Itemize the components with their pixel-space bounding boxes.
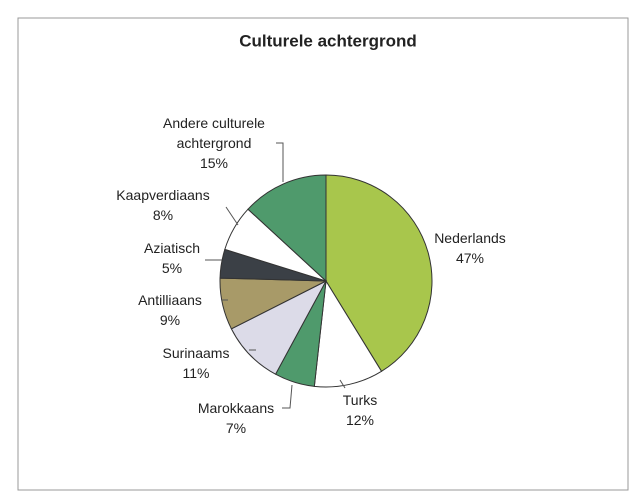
category-label: Turks [342,392,378,408]
slice-label: Aziatisch 5% [122,238,222,278]
pie-slice [247,174,327,283]
slice-label: Kaapverdiaans 8% [103,185,223,225]
pie-slice [325,174,433,372]
leader-line [282,384,293,409]
value-label: 5% [161,260,183,276]
pie-slice [313,279,383,388]
slice-label: Turks 12% [320,390,400,430]
value-label: 7% [225,420,247,436]
value-label: 47% [455,250,485,266]
category-label: Nederlands [434,230,506,246]
value-label: 15% [199,155,229,171]
value-label: 8% [152,207,174,223]
category-label: Antilliaans [138,292,202,308]
value-label: 12% [345,412,375,428]
chart-title: Culturele achtergrond [239,31,417,50]
category-label: Marokkaans [197,400,275,416]
slice-label: Andere culturele achtergrond 15% [144,113,284,173]
slice-label: Surinaams 11% [141,343,251,383]
category-label: Surinaams [162,345,230,361]
slice-label: Antilliaans 9% [115,290,225,330]
category-label: Kaapverdiaans [116,187,210,203]
leader-line [276,142,284,182]
value-label: 11% [182,365,210,381]
category-label: Aziatisch [143,240,201,256]
frame [17,17,629,491]
value-label: 9% [159,312,181,328]
leader-line [339,379,346,389]
slice-label: Nederlands 47% [410,228,530,268]
category-label: Andere culturele achtergrond [163,115,265,151]
leader-line [225,206,239,226]
slice-label: Marokkaans 7% [181,398,291,438]
